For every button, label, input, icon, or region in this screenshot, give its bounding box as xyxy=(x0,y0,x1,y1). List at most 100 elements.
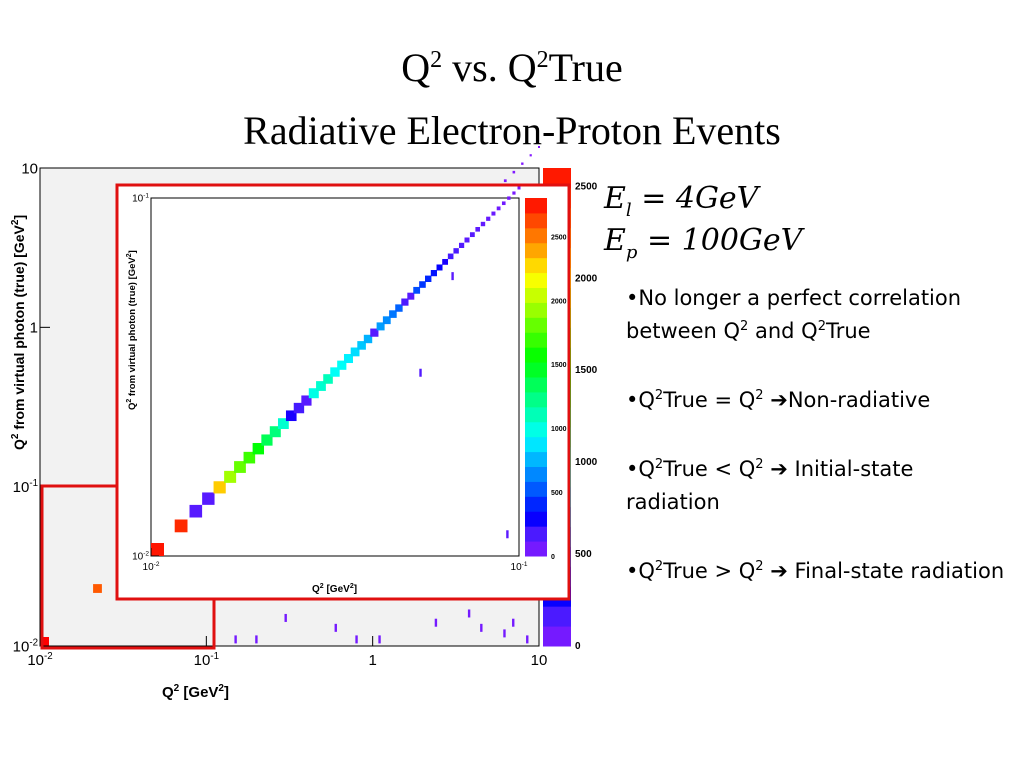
color-scale-segment xyxy=(525,377,547,393)
x-tick-label: 10-2 xyxy=(27,651,52,669)
y-tick-label: 10-1 xyxy=(13,478,38,496)
heatmap-cell xyxy=(382,316,391,325)
color-scale-label: 1500 xyxy=(575,365,598,376)
heatmap-cell xyxy=(512,618,515,627)
heatmap-cell xyxy=(447,253,454,260)
heatmap-cell xyxy=(480,221,486,227)
heatmap-cell xyxy=(234,461,246,473)
zoom-plot: 10-2 10-1 10-2 10-1 0 500 1000 1500 2000 2500 Q2… xyxy=(115,183,571,601)
heatmap-cell xyxy=(507,196,511,200)
heatmap-cell xyxy=(301,395,312,406)
heatmap-cell xyxy=(451,272,454,281)
heatmap-cell xyxy=(506,530,509,539)
color-scale-segment xyxy=(525,451,547,467)
heatmap-cell xyxy=(419,281,426,288)
heatmap-cell xyxy=(496,206,501,211)
heatmap-cell xyxy=(434,618,438,627)
heatmap-cell xyxy=(395,304,403,312)
heatmap-cell xyxy=(467,609,471,618)
heatmap-cell xyxy=(458,242,465,249)
heatmap-cell xyxy=(285,410,297,422)
color-scale-label: 0 xyxy=(551,554,555,561)
x-tick-label: 10-1 xyxy=(194,651,219,669)
color-scale-segment xyxy=(525,227,547,244)
proton-energy-equation: Ep = 100GeV xyxy=(604,223,803,263)
heatmap-cell xyxy=(526,635,529,644)
x-tick-label: 1 xyxy=(368,652,376,669)
heatmap-cell xyxy=(284,613,287,622)
color-scale-segment xyxy=(525,347,547,363)
heatmap-cell xyxy=(323,374,333,384)
heatmap-cell xyxy=(401,298,409,306)
heatmap-cell xyxy=(189,504,203,518)
color-scale-segment xyxy=(525,302,547,318)
color-scale-segment xyxy=(525,198,547,214)
heatmap-cell xyxy=(363,334,373,344)
heatmap-cell xyxy=(224,470,237,483)
heatmap-cell xyxy=(407,292,415,300)
color-scale-segment xyxy=(525,481,547,497)
heatmap-cell xyxy=(376,322,385,331)
heatmap-cell xyxy=(93,584,102,593)
inset-y-axis-label: Q2 from virtual photon (true) [GeV2] xyxy=(126,250,138,410)
color-scale-segment xyxy=(525,272,547,288)
y-tick-label: 10-2 xyxy=(13,637,38,655)
heatmap-cell xyxy=(269,426,281,438)
color-scale-segment xyxy=(525,242,547,259)
color-scale-segment xyxy=(525,391,547,408)
heatmap-cell xyxy=(357,341,366,350)
heatmap-cell xyxy=(475,227,480,232)
color-scale-segment xyxy=(525,466,547,482)
color-scale-segment xyxy=(525,526,547,542)
heatmap-cell xyxy=(234,635,237,644)
bullet-item: •Q2True < Q2 ➔ Initial-state radiation xyxy=(626,457,914,514)
heatmap-cell xyxy=(389,310,397,318)
color-scale-label: 1000 xyxy=(575,457,598,468)
heatmap-cell xyxy=(370,328,379,337)
x-tick-label: 10-2 xyxy=(143,561,160,573)
heatmap-cell xyxy=(486,216,491,221)
heatmap-cell xyxy=(413,286,421,294)
heatmap-cell xyxy=(521,162,524,165)
heatmap-cell xyxy=(330,367,340,377)
x-tick-label: 10 xyxy=(531,652,548,669)
color-scale-segment xyxy=(525,287,547,303)
color-scale-segment xyxy=(525,317,547,333)
heatmap-cell xyxy=(503,179,507,183)
heatmap-cell xyxy=(469,232,475,238)
bullet-item: •Q2True = Q2 ➔Non-radiative xyxy=(626,388,931,412)
y-tick-label: 10-2 xyxy=(132,551,149,563)
color-scale-segment xyxy=(525,436,547,453)
heatmap-cell xyxy=(174,519,188,533)
color-scale-segment xyxy=(543,168,571,189)
heatmap-cell xyxy=(517,186,521,190)
heatmap-cell xyxy=(343,354,353,364)
heatmap-cell xyxy=(378,635,381,644)
electron-energy-equation: El = 4GeV xyxy=(604,181,759,221)
heatmap-cell xyxy=(491,211,496,216)
heatmap-cell xyxy=(453,248,459,254)
color-scale-segment xyxy=(543,626,571,647)
color-scale-segment xyxy=(525,406,547,423)
heatmap-cell xyxy=(464,237,470,243)
heatmap-cell xyxy=(40,637,49,646)
color-scale-segment xyxy=(525,257,547,274)
color-scale-label: 2500 xyxy=(551,234,567,241)
color-scale-segment xyxy=(525,541,547,557)
heatmap-cell xyxy=(151,543,164,556)
heatmap-cell xyxy=(261,434,273,446)
heatmap-cell xyxy=(355,635,358,644)
heatmap-cell xyxy=(308,388,319,399)
heatmap-cell xyxy=(334,623,337,632)
bullet-item: •Q2True > Q2 ➔ Final-state radiation xyxy=(626,559,1005,583)
heatmap-cell xyxy=(419,368,422,377)
color-scale-segment xyxy=(525,511,547,527)
heatmap-cell xyxy=(442,258,449,265)
heatmap-cell xyxy=(430,270,437,277)
color-scale-segment xyxy=(525,421,547,438)
heatmap-cell xyxy=(512,170,516,174)
heatmap-cell xyxy=(202,492,215,505)
y-tick-label: 10-1 xyxy=(132,193,149,205)
heatmap-cell xyxy=(293,402,305,414)
